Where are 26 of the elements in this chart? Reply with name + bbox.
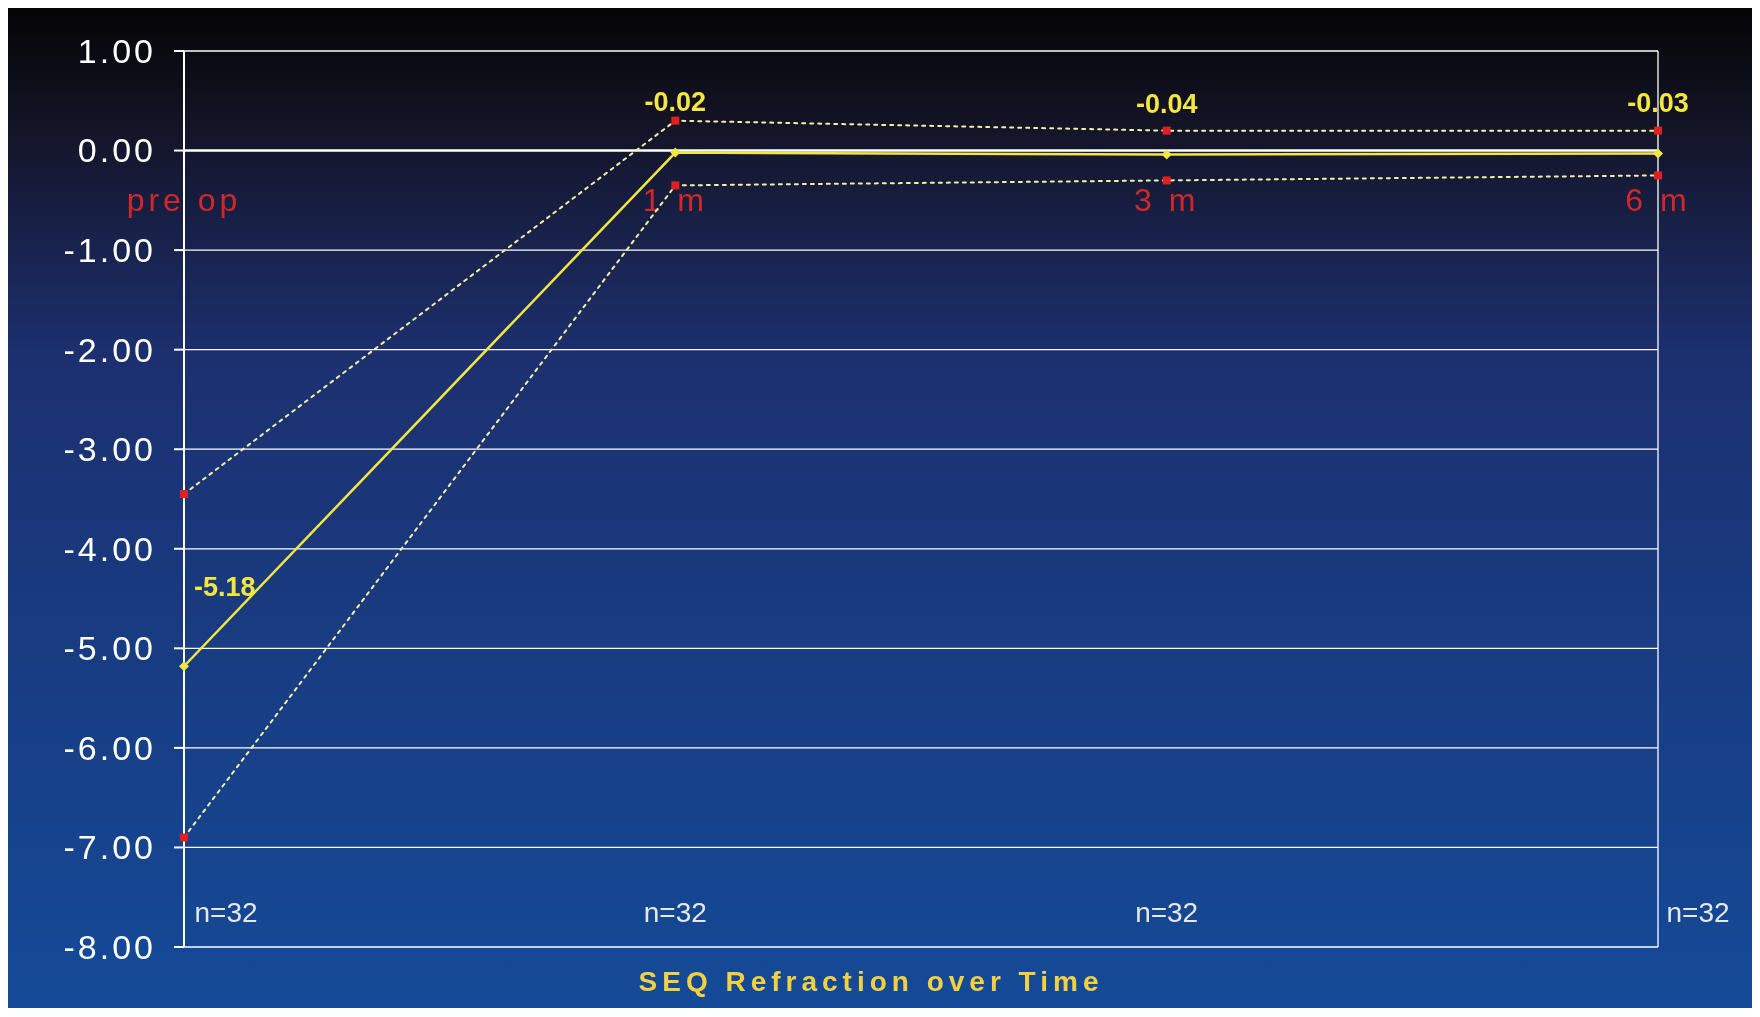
y-tick-label: 0.00 bbox=[77, 131, 156, 170]
data-label: -0.02 bbox=[644, 86, 707, 117]
point bbox=[179, 661, 189, 672]
data-label: -5.18 bbox=[194, 572, 256, 603]
x-tick-label: 1 m bbox=[642, 181, 709, 218]
y-tick-label: -6.00 bbox=[63, 728, 156, 767]
point bbox=[1653, 148, 1663, 159]
point bbox=[1161, 149, 1172, 160]
x-tick-label: 3 m bbox=[1133, 181, 1200, 218]
y-tick-label: 1.00 bbox=[77, 31, 156, 70]
y-tick-label: -1.00 bbox=[63, 231, 156, 270]
annotation: n=32 bbox=[1135, 897, 1199, 928]
y-tick-label: -3.00 bbox=[63, 430, 156, 469]
point bbox=[670, 147, 681, 158]
data-label: -0.04 bbox=[1135, 88, 1198, 119]
x-tick-label: 6 m bbox=[1625, 181, 1691, 218]
annotation: n=32 bbox=[643, 897, 707, 928]
y-tick-label: -2.00 bbox=[63, 330, 156, 369]
y-tick-label: -5.00 bbox=[63, 629, 156, 668]
y-tick-label: -4.00 bbox=[63, 529, 156, 568]
x-axis-title: SEQ Refraction over Time bbox=[638, 966, 1104, 997]
y-tick-label: -8.00 bbox=[63, 927, 156, 966]
annotation: n=32 bbox=[194, 897, 258, 928]
text: n=32 bbox=[1666, 897, 1730, 928]
y-tick-label: -7.00 bbox=[63, 828, 156, 867]
x-tick-label: pre op bbox=[126, 181, 242, 218]
